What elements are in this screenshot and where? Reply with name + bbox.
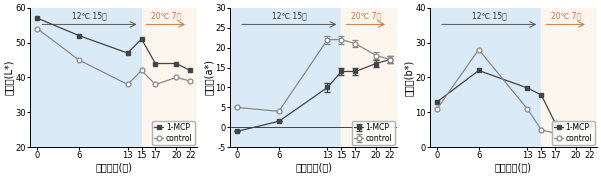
Bar — [430, 8, 542, 147]
X-axis label: 저장기간(일): 저장기간(일) — [95, 162, 132, 172]
Y-axis label: 백색도(L*): 백색도(L*) — [4, 60, 14, 95]
Bar — [141, 8, 197, 147]
Bar — [30, 8, 141, 147]
Legend: 1-MCP, control: 1-MCP, control — [352, 121, 395, 145]
Bar — [230, 8, 341, 147]
X-axis label: 저장기간(일): 저장기간(일) — [295, 162, 332, 172]
Text: 12℃ 15일: 12℃ 15일 — [472, 12, 507, 21]
Text: 20℃ 7일: 20℃ 7일 — [151, 12, 181, 21]
Bar — [542, 8, 597, 147]
Legend: 1-MCP, control: 1-MCP, control — [152, 121, 195, 145]
Y-axis label: 적색도(a*): 적색도(a*) — [204, 59, 214, 95]
Text: 20℃ 7일: 20℃ 7일 — [551, 12, 581, 21]
X-axis label: 저장기간(일): 저장기간(일) — [495, 162, 532, 172]
Bar — [341, 8, 397, 147]
Text: 20℃ 7일: 20℃ 7일 — [350, 12, 381, 21]
Text: 12℃ 15일: 12℃ 15일 — [272, 12, 307, 21]
Text: 12℃ 15일: 12℃ 15일 — [72, 12, 107, 21]
Y-axis label: 황색도(b*): 황색도(b*) — [404, 59, 414, 96]
Legend: 1-MCP, control: 1-MCP, control — [552, 121, 594, 145]
